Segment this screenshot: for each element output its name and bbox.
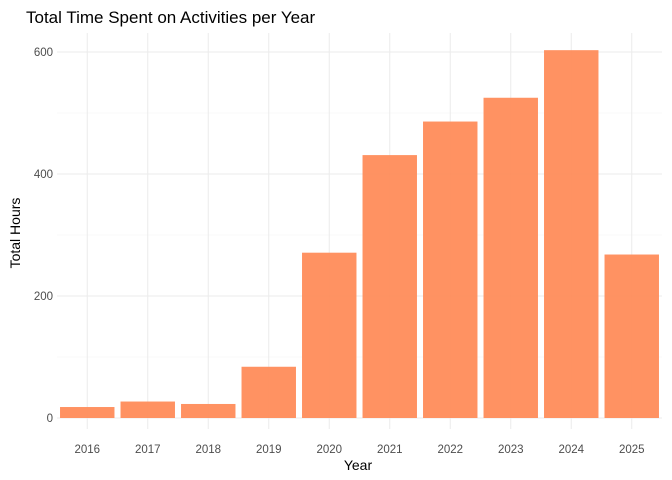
bar-2018	[181, 403, 236, 418]
bar-2020	[302, 252, 357, 418]
chart-title: Total Time Spent on Activities per Year	[26, 8, 316, 27]
y-axis-title: Total Hours	[7, 198, 23, 269]
x-tick-label: 2017	[135, 444, 161, 456]
x-tick-label: 2016	[74, 444, 100, 456]
x-axis-ticks: 2016 2017 2018 2019 2020 2021 2022 2023 2024 2025	[74, 444, 644, 456]
x-tick-label: 2020	[316, 444, 342, 456]
x-tick-label: 2023	[498, 444, 524, 456]
bar-2024	[544, 50, 599, 419]
bar-2017	[120, 401, 175, 418]
y-axis-ticks: 0 200 400 600	[34, 47, 53, 425]
y-tick-label: 600	[34, 47, 53, 59]
x-tick-label: 2024	[558, 444, 584, 456]
bar-2016	[60, 407, 115, 418]
y-tick-label: 0	[47, 413, 53, 425]
y-tick-label: 200	[34, 291, 53, 303]
x-tick-label: 2019	[256, 444, 282, 456]
x-tick-label: 2021	[377, 444, 403, 456]
x-tick-label: 2025	[619, 444, 645, 456]
bar-2021	[362, 155, 417, 418]
x-axis-title: Year	[344, 457, 373, 473]
y-tick-label: 400	[34, 169, 53, 181]
bar-2022	[423, 121, 478, 418]
bar-2023	[483, 97, 538, 418]
x-tick-label: 2022	[437, 444, 463, 456]
x-tick-label: 2018	[195, 444, 221, 456]
bar-2019	[241, 366, 296, 418]
bars	[60, 50, 659, 419]
bar-2025	[604, 254, 659, 418]
